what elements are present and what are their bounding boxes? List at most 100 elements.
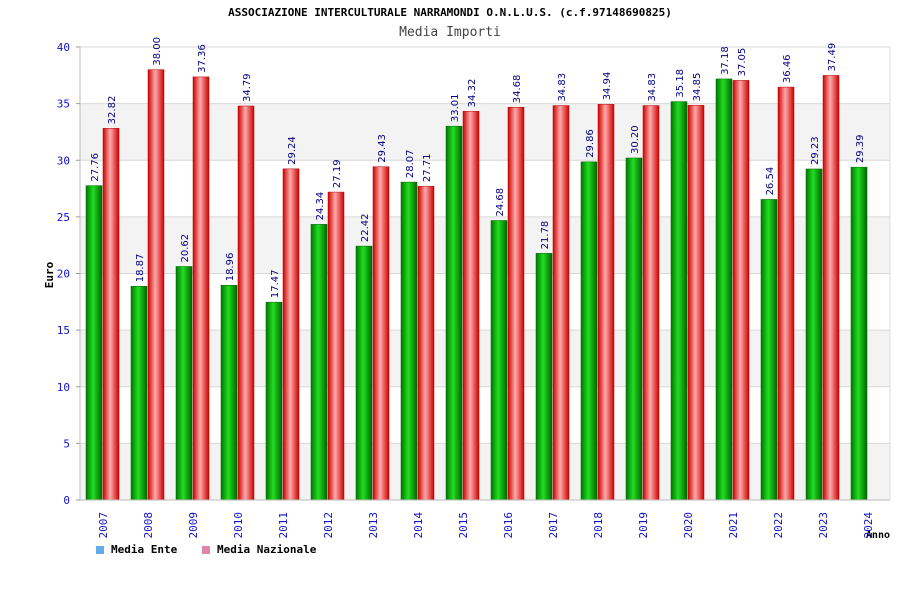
bar-media-nazionale-2016 [507,106,525,501]
data-label: 29.24 [287,136,298,165]
x-tick-label: 2015 [457,512,470,539]
x-tick-label: 2011 [277,512,290,539]
data-label: 24.34 [315,192,326,221]
data-label: 18.96 [225,253,236,282]
y-tick-label: 30 [57,154,70,167]
y-tick-label: 10 [57,381,70,394]
bar-media-ente-2014 [400,181,418,501]
x-tick-label: 2012 [322,512,335,539]
x-tick-label: 2009 [187,512,200,539]
bar-media-ente-2009 [175,266,193,501]
x-tick-label: 2018 [592,512,605,539]
bar-media-ente-2011 [265,301,283,501]
data-label: 29.43 [377,134,388,163]
data-label: 37.49 [827,43,838,72]
data-label: 34.32 [467,79,478,108]
y-tick-label: 25 [57,211,70,224]
x-tick-label: 2021 [727,512,740,539]
bar-media-nazionale-2021 [732,80,750,501]
data-label: 29.39 [855,135,866,164]
data-label: 21.78 [540,221,551,250]
bar-media-ente-2019 [625,157,643,501]
bar-media-ente-2007 [85,185,103,501]
data-label: 26.54 [765,167,776,196]
bar-media-nazionale-2008 [147,69,165,501]
legend-item-media-nazionale: Media Nazionale [202,543,316,556]
data-label: 34.94 [602,72,613,101]
bar-media-ente-2008 [130,286,148,501]
bar-media-nazionale-2007 [102,128,120,501]
data-label: 34.85 [692,73,703,102]
data-label: 17.47 [270,270,281,299]
bar-media-nazionale-2022 [777,86,795,501]
data-label: 29.86 [585,129,596,158]
bar-media-nazionale-2014 [417,185,435,501]
y-tick-label: 40 [57,41,70,54]
data-label: 29.23 [810,136,821,165]
data-label: 37.05 [737,48,748,77]
x-tick-label: 2024 [862,512,875,539]
data-label: 24.68 [495,188,506,217]
legend-item-media-ente: Media Ente [96,543,177,556]
bar-media-nazionale-2015 [462,111,480,501]
bar-media-nazionale-2011 [282,168,300,501]
grid-band [80,273,890,331]
data-label: 34.79 [242,73,253,102]
x-tick-label: 2007 [97,512,110,539]
y-tick-label: 5 [63,437,70,450]
bar-media-ente-2017 [535,253,553,501]
data-label: 20.62 [180,234,191,263]
grid-band [80,103,890,161]
x-tick-label: 2014 [412,512,425,539]
data-label: 22.42 [360,213,371,242]
bar-media-nazionale-2010 [237,105,255,501]
data-label: 38.00 [152,37,163,66]
legend-label-media-ente: Media Ente [111,543,178,556]
bar-media-nazionale-2009 [192,76,210,501]
data-label: 30.20 [630,125,641,154]
data-label: 27.19 [332,159,343,188]
bar-media-ente-2021 [715,78,733,501]
y-tick-label: 20 [57,268,70,281]
bar-media-ente-2016 [490,220,508,501]
bar-media-nazionale-2017 [552,105,570,501]
bar-media-nazionale-2023 [822,75,840,501]
data-label: 28.07 [405,149,416,178]
grid-band [80,330,890,387]
bar-media-nazionale-2012 [327,191,345,501]
y-tick-label: 0 [63,494,70,507]
x-tick-label: 2010 [232,512,245,539]
data-label: 27.71 [422,154,433,183]
bar-media-ente-2022 [760,199,778,501]
data-label: 33.01 [450,94,461,123]
legend-label-media-nazionale: Media Nazionale [217,543,317,556]
bar-media-ente-2010 [220,285,238,501]
data-label: 37.18 [720,46,731,75]
grid-band [80,160,890,217]
x-tick-label: 2013 [367,512,380,539]
bar-media-ente-2020 [670,101,688,501]
x-tick-label: 2016 [502,512,515,539]
legend-swatch-media-ente [96,545,104,554]
bar-media-nazionale-2020 [687,105,705,501]
x-tick-label: 2019 [637,512,650,539]
data-label: 34.68 [512,75,523,104]
data-label: 18.87 [135,254,146,283]
y-axis-label: Euro [43,261,56,288]
bar-media-ente-2015 [445,125,463,501]
bar-media-ente-2012 [310,224,328,501]
chart-title: ASSOCIAZIONE INTERCULTURALE NARRAMONDI O… [228,6,672,19]
x-tick-label: 2022 [772,512,785,539]
legend-swatch-media-nazionale [202,545,210,554]
x-axis-label: Anno [866,530,890,541]
data-label: 27.76 [90,153,101,182]
grid-band [80,216,890,274]
y-tick-label: 15 [57,324,70,337]
data-label: 34.83 [647,73,658,102]
data-label: 32.82 [107,96,118,125]
data-label: 36.46 [782,54,793,83]
grid-band [80,443,890,500]
x-tick-label: 2020 [682,512,695,539]
y-tick-label: 35 [57,98,70,111]
